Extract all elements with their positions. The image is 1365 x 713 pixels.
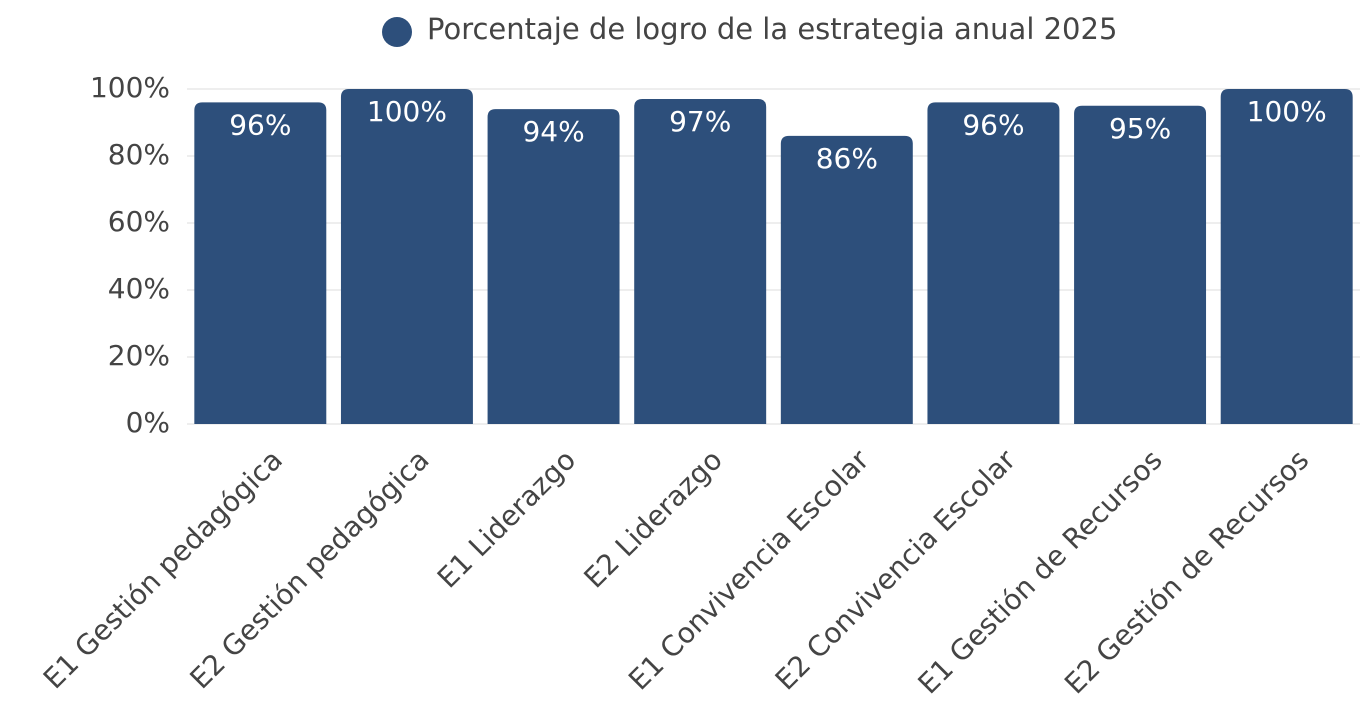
bar <box>927 102 1060 425</box>
x-tick-label: E1 Liderazgo <box>431 443 582 594</box>
bar <box>634 99 767 425</box>
y-tick-label: 20% <box>108 339 170 372</box>
x-tick-label: E2 Liderazgo <box>577 443 728 594</box>
legend-label: Porcentaje de logro de la estrategia anu… <box>427 12 1117 46</box>
y-tick-label: 80% <box>108 138 170 171</box>
bar <box>780 135 913 424</box>
x-tick-label: E1 Gestión pedagógica <box>37 443 289 695</box>
y-tick-label: 100% <box>90 71 170 104</box>
x-tick-label: E1 Gestión de Recursos <box>911 443 1168 700</box>
bar <box>1074 105 1207 424</box>
legend-marker <box>382 17 412 47</box>
data-label: 96% <box>962 108 1024 141</box>
data-label: 86% <box>816 142 878 175</box>
data-label: 100% <box>367 95 447 128</box>
y-tick-label: 0% <box>126 406 170 439</box>
bar <box>1220 89 1353 424</box>
bar <box>194 102 327 425</box>
x-tick-label: E2 Gestión de Recursos <box>1058 443 1315 700</box>
data-label: 94% <box>522 115 584 148</box>
x-tick-label: E2 Convivencia Escolar <box>769 443 1023 697</box>
data-label: 100% <box>1247 95 1327 128</box>
bar <box>340 89 473 424</box>
bar <box>487 109 620 424</box>
data-label: 97% <box>669 105 731 138</box>
data-label: 95% <box>1109 112 1171 145</box>
y-tick-label: 60% <box>108 205 170 238</box>
x-tick-label: E2 Gestión pedagógica <box>184 443 436 695</box>
x-tick-label: E1 Convivencia Escolar <box>622 443 876 697</box>
y-tick-label: 40% <box>108 272 170 305</box>
data-label: 96% <box>229 108 291 141</box>
